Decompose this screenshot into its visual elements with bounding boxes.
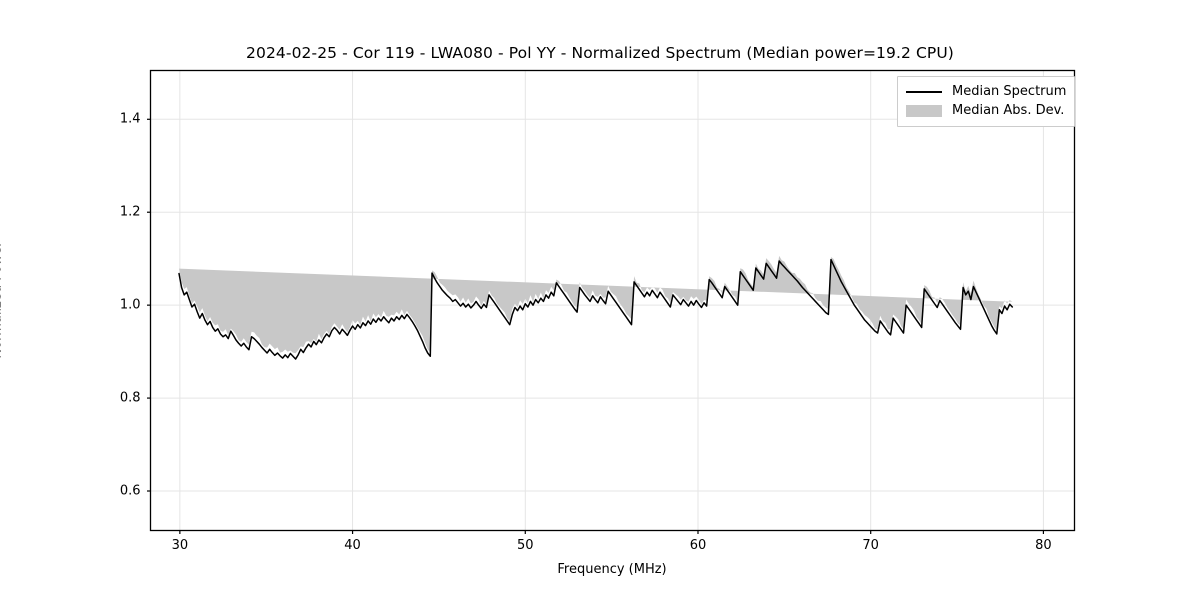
legend-label: Median Abs. Dev. [952,103,1065,118]
x-tick-label: 50 [517,537,534,553]
median-abs-dev-band [179,255,1013,354]
y-tick-label: 1.2 [119,204,141,220]
y-tick-label: 0.8 [119,390,141,406]
legend-line-swatch-icon [906,86,942,97]
legend-label: Median Spectrum [952,84,1067,99]
legend-entry-median-abs-dev: Median Abs. Dev. [906,101,1066,120]
x-tick-label: 80 [1035,537,1052,553]
x-tick-label: 70 [862,537,879,553]
y-tick-label: 1.0 [119,297,141,313]
legend-entry-median-spectrum: Median Spectrum [906,82,1066,101]
chart-title: 2024-02-25 - Cor 119 - LWA080 - Pol YY -… [246,44,954,62]
median-spectrum-line [178,258,1014,360]
y-tick-label: 1.4 [119,111,141,127]
x-tick-label: 40 [344,537,361,553]
x-axis-label: Frequency (MHz) [557,562,667,577]
legend: Median Spectrum Median Abs. Dev. [897,76,1075,127]
y-tick-label: 0.6 [119,483,141,499]
legend-patch-swatch-icon [906,104,942,117]
axes-frame [149,69,1076,532]
x-tick-label: 60 [689,537,707,553]
x-tick-label: 30 [171,537,189,553]
y-axis-label: Normalized Power [0,241,5,359]
